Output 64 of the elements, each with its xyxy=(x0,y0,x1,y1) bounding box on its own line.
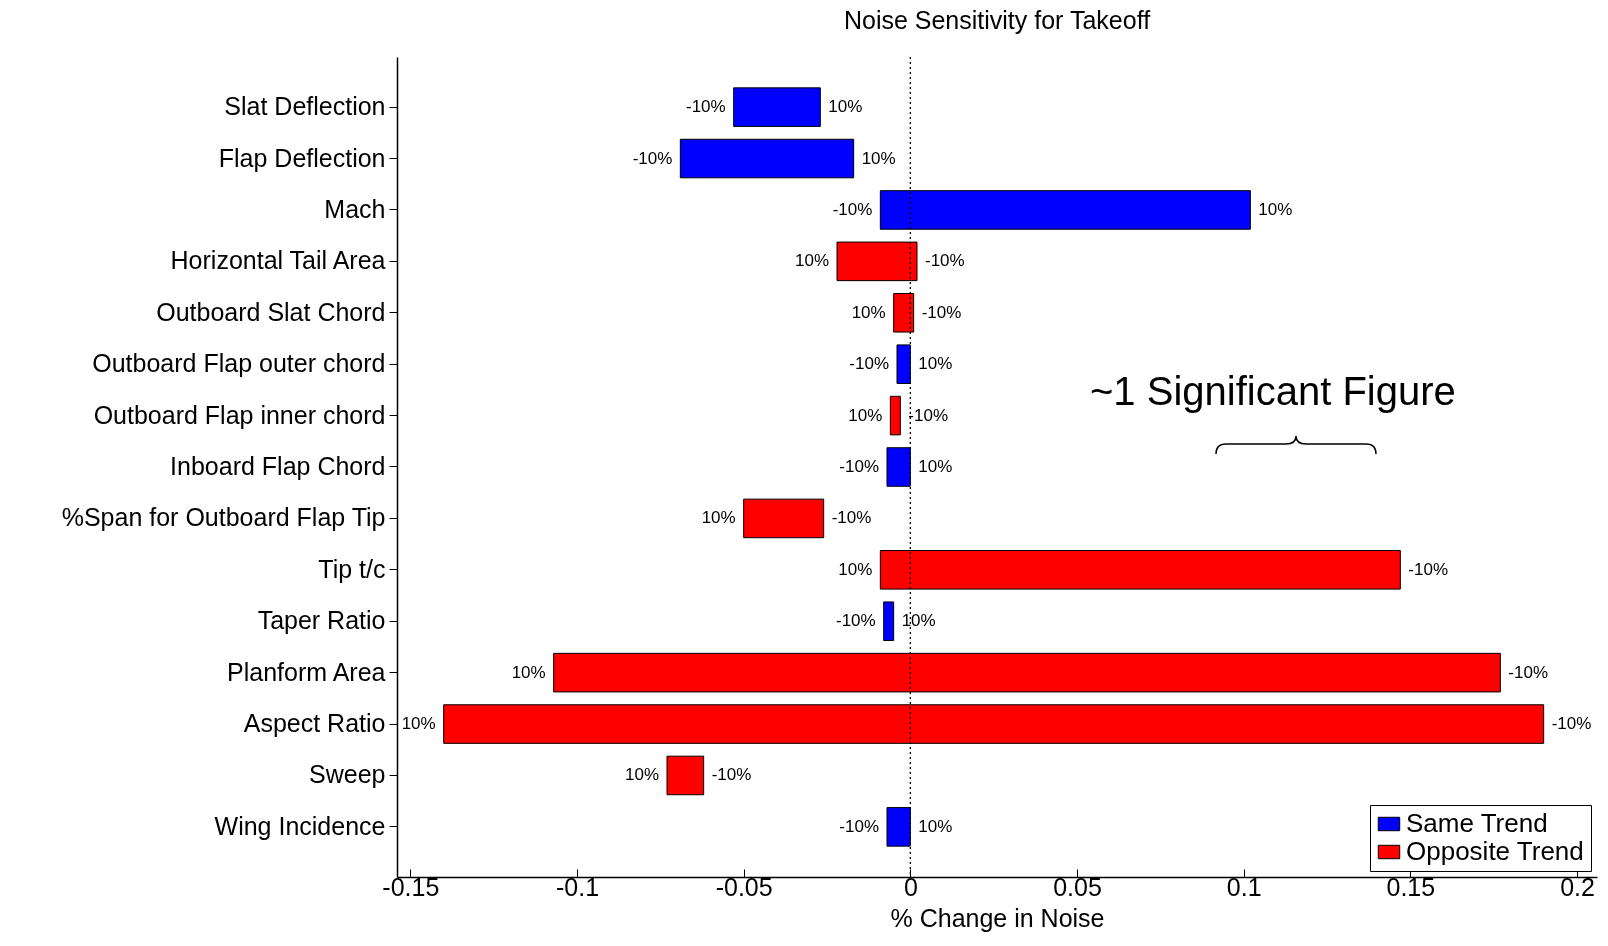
annotation: 10% xyxy=(861,148,896,168)
x-tick-label: -0.1 xyxy=(555,872,600,901)
annotation: -10% xyxy=(1508,662,1549,682)
annotation: 10% xyxy=(848,405,883,425)
annotation: 10% xyxy=(624,765,659,785)
x-axis-title: % Change in Noise xyxy=(890,903,1105,932)
legend-label: Opposite Trend xyxy=(1406,836,1584,866)
y-tick-label: Sweep xyxy=(309,760,386,789)
annotation: 10% xyxy=(1258,199,1293,219)
y-tick-label: Wing Incidence xyxy=(214,811,386,840)
annotation: 10% xyxy=(701,508,736,528)
legend-label: Same Trend xyxy=(1406,808,1548,838)
y-tick-label: Outboard Flap inner chord xyxy=(93,400,386,429)
y-tick-label: Outboard Slat Chord xyxy=(156,297,386,326)
x-tick-label: 0.05 xyxy=(1053,872,1102,901)
annotation: -10% xyxy=(839,457,879,476)
y-tick-label: Horizontal Tail Area xyxy=(170,246,386,275)
x-tick-label: 0.2 xyxy=(1560,872,1595,901)
annotation: 10% xyxy=(918,457,953,476)
annotation: -10% xyxy=(921,302,962,322)
bar xyxy=(666,755,705,796)
annotation: 10% xyxy=(511,662,546,682)
annotation: -10% xyxy=(632,148,673,168)
bar xyxy=(889,395,901,436)
x-tick-label: 0.1 xyxy=(1226,872,1262,901)
annotation: 10% xyxy=(828,97,863,117)
bar xyxy=(679,138,855,179)
annotation: -10% xyxy=(711,765,752,785)
y-tick-label: Tip t/c xyxy=(318,554,386,583)
annotation: -10% xyxy=(849,354,889,374)
y-tick-label: Inboard Flap Chord xyxy=(170,452,386,480)
annotation: -10% xyxy=(685,97,726,117)
annotation: -10% xyxy=(831,508,872,528)
y-tick-label: Mach xyxy=(324,194,386,223)
annotation: -10% xyxy=(835,611,876,631)
annotation: 10% xyxy=(851,302,886,322)
annotation: -10% xyxy=(839,816,879,836)
annotation: ~1 Significant Figure xyxy=(1090,369,1456,413)
y-tick-label: Aspect Ratio xyxy=(243,709,386,738)
annotation: -10% xyxy=(908,405,949,425)
y-tick-label: Taper Ratio xyxy=(257,606,386,635)
annotation: 10% xyxy=(901,611,936,631)
x-tick-label: 0.15 xyxy=(1386,872,1436,901)
annotation: 10% xyxy=(401,714,436,734)
bar xyxy=(883,601,895,642)
x-tick-label: -0.05 xyxy=(715,872,773,901)
annotation: 10% xyxy=(918,816,953,836)
y-tick-label: Outboard Flap outer chord xyxy=(92,349,386,378)
annotation: -10% xyxy=(1408,559,1449,579)
bar xyxy=(743,498,825,539)
chart-title: Noise Sensitivity for Takeoff xyxy=(843,6,1151,35)
y-tick-label: Planform Area xyxy=(227,657,386,686)
annotation: 10% xyxy=(838,559,873,579)
annotation: -10% xyxy=(1551,714,1592,734)
annotation: -10% xyxy=(832,199,873,219)
annotation: 10% xyxy=(918,354,953,374)
annotation: 10% xyxy=(794,251,829,271)
y-tick-label: %Span for Outboard Flap Tip xyxy=(61,503,386,532)
y-tick-label: Flap Deflection xyxy=(218,143,386,172)
annotation: -10% xyxy=(925,251,965,271)
bar xyxy=(733,87,821,127)
x-tick-label: -0.15 xyxy=(382,872,440,901)
x-tick-label: 0 xyxy=(903,872,918,901)
y-tick-label: Slat Deflection xyxy=(224,92,386,121)
